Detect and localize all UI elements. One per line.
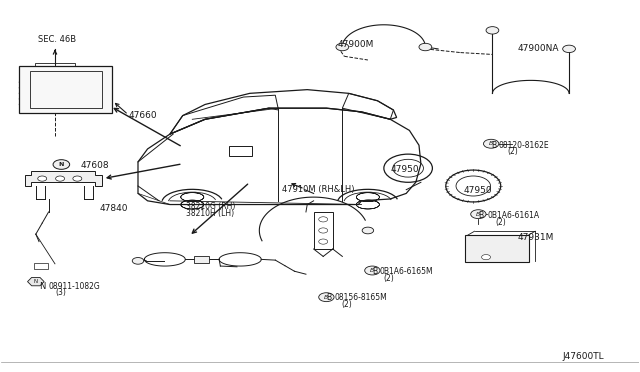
Text: N: N: [34, 279, 38, 284]
Text: 47900M: 47900M: [338, 40, 374, 49]
Text: J47600TL: J47600TL: [563, 352, 604, 361]
Text: 47840: 47840: [100, 204, 128, 213]
Text: 47900NA: 47900NA: [518, 44, 559, 53]
Circle shape: [362, 227, 374, 234]
Text: SEC. 46B: SEC. 46B: [38, 35, 76, 44]
Circle shape: [319, 228, 328, 233]
Circle shape: [483, 139, 499, 148]
Text: 38210H (LH): 38210H (LH): [186, 209, 234, 218]
Circle shape: [319, 293, 334, 302]
Circle shape: [38, 176, 47, 181]
Text: 47910M (RH&LH): 47910M (RH&LH): [282, 185, 354, 194]
Text: B: B: [372, 267, 378, 276]
Circle shape: [319, 239, 328, 244]
Text: 47660: 47660: [129, 111, 157, 120]
Text: 47931M: 47931M: [518, 233, 554, 243]
Text: B: B: [478, 211, 483, 220]
Circle shape: [481, 254, 490, 260]
Text: 47608: 47608: [81, 161, 109, 170]
Circle shape: [336, 43, 349, 51]
Circle shape: [419, 43, 432, 51]
Text: 08120-8162E: 08120-8162E: [499, 141, 549, 150]
Circle shape: [563, 45, 575, 52]
FancyBboxPatch shape: [465, 235, 529, 262]
Circle shape: [470, 210, 486, 219]
Text: 0B1A6-6165M: 0B1A6-6165M: [380, 267, 433, 276]
Circle shape: [486, 27, 499, 34]
Text: 0B1A6-6161A: 0B1A6-6161A: [487, 211, 540, 220]
Text: B: B: [326, 294, 332, 302]
FancyBboxPatch shape: [193, 256, 209, 263]
Text: B: B: [491, 141, 496, 150]
Circle shape: [73, 176, 82, 181]
Text: (2): (2): [384, 274, 395, 283]
Text: (3): (3): [55, 288, 66, 297]
Text: 08156-8165M: 08156-8165M: [334, 294, 387, 302]
Text: B: B: [489, 141, 493, 146]
Circle shape: [319, 217, 328, 222]
Circle shape: [56, 176, 65, 181]
Text: (2): (2): [507, 147, 518, 156]
FancyBboxPatch shape: [19, 66, 113, 113]
Text: B: B: [371, 268, 374, 273]
Text: (2): (2): [495, 218, 506, 227]
Text: 38210G (RH): 38210G (RH): [186, 202, 236, 211]
Text: 47950: 47950: [464, 186, 492, 195]
Text: 08911-1082G: 08911-1082G: [49, 282, 100, 291]
Circle shape: [53, 160, 70, 169]
Polygon shape: [25, 171, 102, 186]
Text: 47950: 47950: [390, 165, 419, 174]
Text: B: B: [476, 212, 481, 217]
Circle shape: [365, 266, 380, 275]
Circle shape: [132, 257, 144, 264]
Text: N: N: [59, 162, 64, 167]
Text: N: N: [39, 282, 45, 291]
Text: (2): (2): [341, 300, 352, 309]
Text: B: B: [324, 295, 328, 300]
